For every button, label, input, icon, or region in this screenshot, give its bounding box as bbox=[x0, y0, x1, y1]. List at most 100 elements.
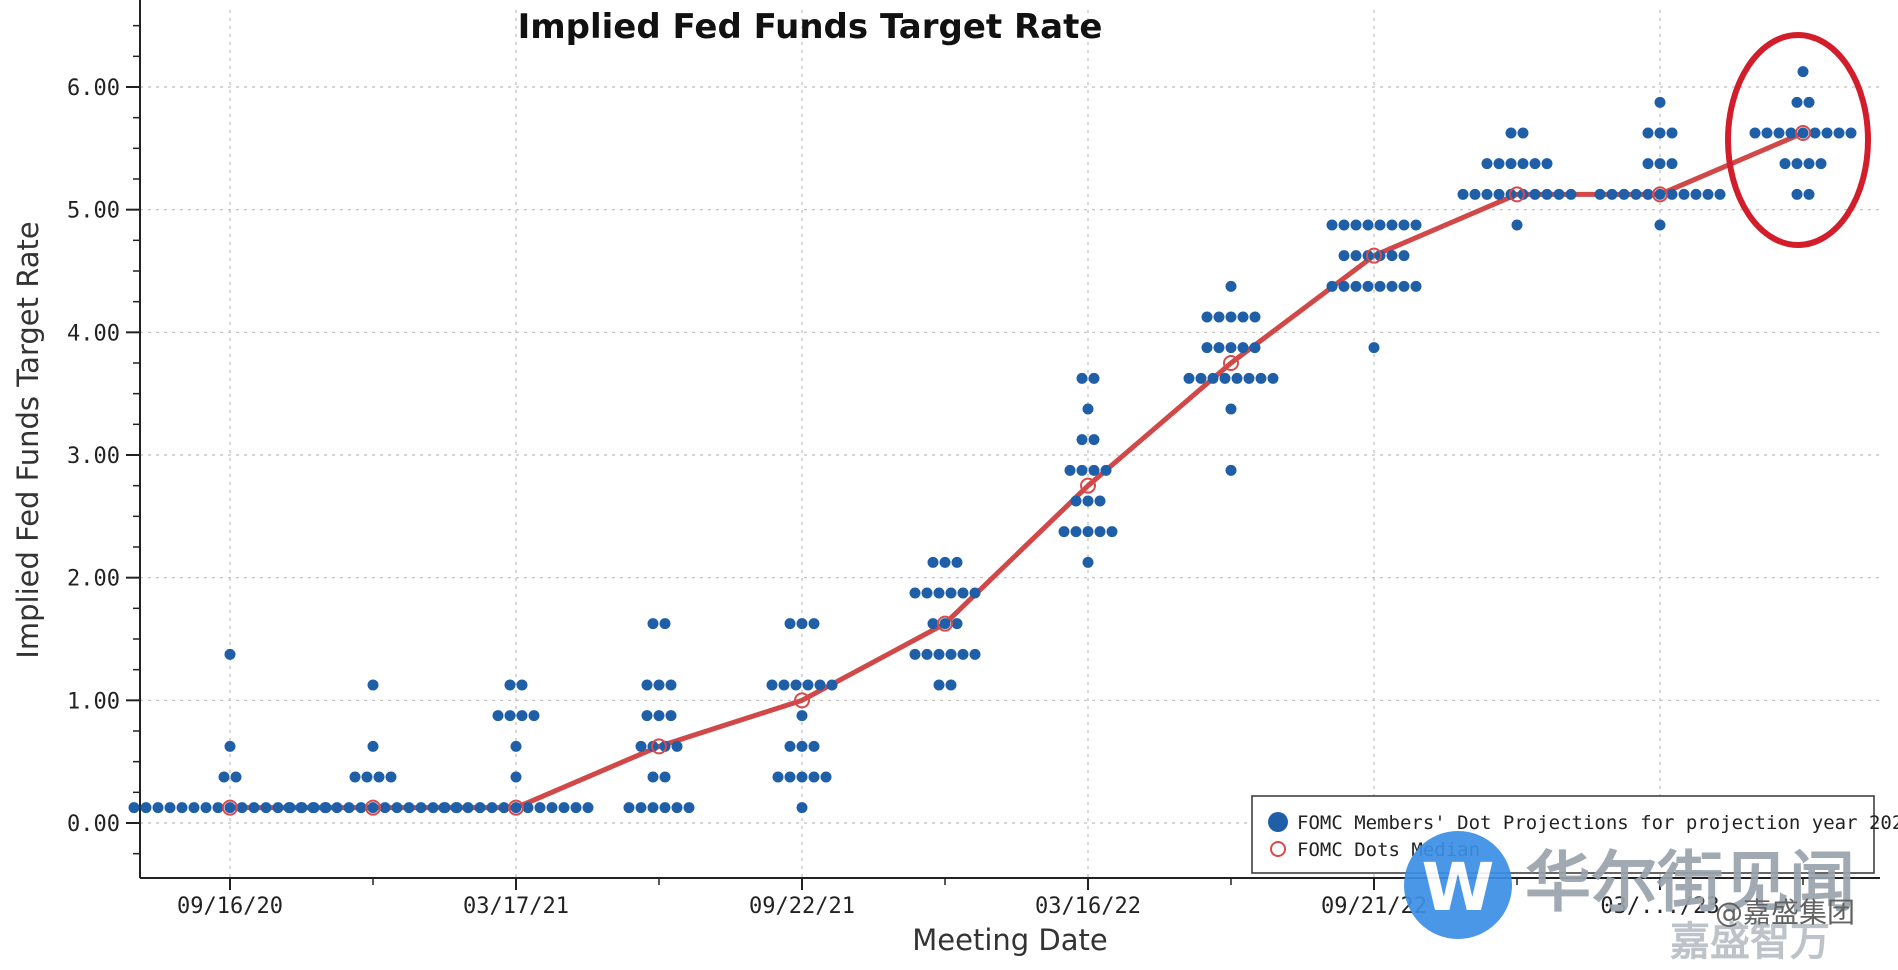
dot-projection bbox=[248, 802, 260, 814]
watermark-brand-sub: 嘉盛智万 bbox=[1670, 918, 1830, 965]
watermark: W 华尔街见闻 嘉盛智万 @嘉盛集团 bbox=[1404, 831, 1855, 965]
dot-projection bbox=[1481, 188, 1493, 200]
dot-projection bbox=[230, 771, 242, 783]
dot-projection bbox=[945, 648, 957, 660]
dot-projection bbox=[260, 802, 272, 814]
grid bbox=[140, 10, 1880, 878]
dot-projection bbox=[212, 802, 224, 814]
dot-projection bbox=[921, 648, 933, 660]
x-tick-label: 09/16/20 bbox=[177, 894, 283, 919]
dot-projection bbox=[790, 679, 802, 691]
dot-projection bbox=[1225, 280, 1237, 292]
dot-projection bbox=[671, 802, 683, 814]
dot-projection bbox=[450, 802, 462, 814]
dot-projection bbox=[1350, 219, 1362, 231]
dot-projection bbox=[1201, 342, 1213, 354]
y-tick-label: 4.00 bbox=[67, 321, 120, 346]
dot-projection bbox=[1207, 372, 1219, 384]
dot-projection bbox=[1803, 188, 1815, 200]
dot-projection bbox=[796, 802, 808, 814]
dot-projection bbox=[808, 618, 820, 630]
dot-projection bbox=[1249, 342, 1261, 354]
dot-projection bbox=[623, 802, 635, 814]
dot-projection bbox=[796, 710, 808, 722]
dot-projection bbox=[814, 679, 826, 691]
dot-projection bbox=[1362, 219, 1374, 231]
dot-projection bbox=[1630, 188, 1642, 200]
dot-projection bbox=[1469, 188, 1481, 200]
dot-projection bbox=[1410, 219, 1422, 231]
dot-projection bbox=[969, 587, 981, 599]
dot-projection bbox=[1505, 127, 1517, 139]
dot-projection bbox=[224, 648, 236, 660]
dot-projection bbox=[1088, 372, 1100, 384]
open-circle-icon bbox=[1270, 841, 1286, 857]
dot-projection bbox=[1833, 127, 1845, 139]
dot-projection bbox=[951, 618, 963, 630]
dot-projection bbox=[1803, 96, 1815, 108]
dot-projection bbox=[1350, 250, 1362, 262]
dot-projection bbox=[1809, 127, 1821, 139]
dot-projection bbox=[1773, 127, 1785, 139]
dot-projection bbox=[1267, 372, 1279, 384]
dot-projection bbox=[528, 710, 540, 722]
dot-projection bbox=[367, 802, 379, 814]
dot-projection bbox=[957, 648, 969, 660]
dot-projection bbox=[1237, 311, 1249, 323]
dot-projection bbox=[802, 679, 814, 691]
dot-projection bbox=[659, 771, 671, 783]
dot-projection bbox=[1076, 372, 1088, 384]
dot-projection bbox=[176, 802, 188, 814]
dot-projection bbox=[1821, 127, 1833, 139]
y-tick-label: 2.00 bbox=[67, 567, 120, 592]
dot-projection bbox=[1225, 311, 1237, 323]
dot-projection bbox=[367, 740, 379, 752]
dot-projection bbox=[1529, 158, 1541, 170]
dot-projection bbox=[933, 679, 945, 691]
dot-projection bbox=[1642, 188, 1654, 200]
dot-projection bbox=[474, 802, 486, 814]
dot-projection bbox=[1088, 464, 1100, 476]
filled-circle-icon bbox=[1268, 812, 1288, 832]
dot-projection bbox=[653, 710, 665, 722]
dot-projection bbox=[1374, 219, 1386, 231]
y-ticks: 0.00 1.00 2.00 3.00 4.00 5.00 6.00 bbox=[67, 24, 140, 855]
dot-projection bbox=[1642, 127, 1654, 139]
dot-projection bbox=[1225, 464, 1237, 476]
dot-projection bbox=[516, 679, 528, 691]
dot-projection bbox=[933, 648, 945, 660]
dot-projection bbox=[635, 802, 647, 814]
dot-projection bbox=[784, 771, 796, 783]
dot-projection bbox=[665, 710, 677, 722]
dot-projection bbox=[921, 587, 933, 599]
x-axis-label: Meeting Date bbox=[912, 923, 1107, 957]
dot-projection bbox=[164, 802, 176, 814]
dot-projection bbox=[945, 587, 957, 599]
dot-projection bbox=[1666, 158, 1678, 170]
dot-projection bbox=[1791, 188, 1803, 200]
dot-projection bbox=[1398, 280, 1410, 292]
dot-projection bbox=[1541, 158, 1553, 170]
dot-projection bbox=[1237, 342, 1249, 354]
dot-projection bbox=[653, 679, 665, 691]
dot-projection bbox=[647, 802, 659, 814]
dot-projection bbox=[1088, 434, 1100, 446]
dot-projection bbox=[1058, 526, 1070, 538]
dot-projection bbox=[1517, 127, 1529, 139]
dot-projection bbox=[355, 802, 367, 814]
median-marker bbox=[1652, 186, 1668, 203]
dot-projection bbox=[1326, 219, 1338, 231]
dot-projection bbox=[641, 679, 653, 691]
dot-projection bbox=[1493, 158, 1505, 170]
dot-projection bbox=[1845, 127, 1857, 139]
dot-projection bbox=[1594, 188, 1606, 200]
dot-projection bbox=[1749, 127, 1761, 139]
dot-projection bbox=[1511, 219, 1523, 231]
dot-projection bbox=[504, 710, 516, 722]
dot-projection bbox=[1654, 188, 1666, 200]
dot-projection bbox=[659, 618, 671, 630]
dot-projection bbox=[939, 556, 951, 568]
dot-projection bbox=[1255, 372, 1267, 384]
dot-projection bbox=[1106, 526, 1118, 538]
